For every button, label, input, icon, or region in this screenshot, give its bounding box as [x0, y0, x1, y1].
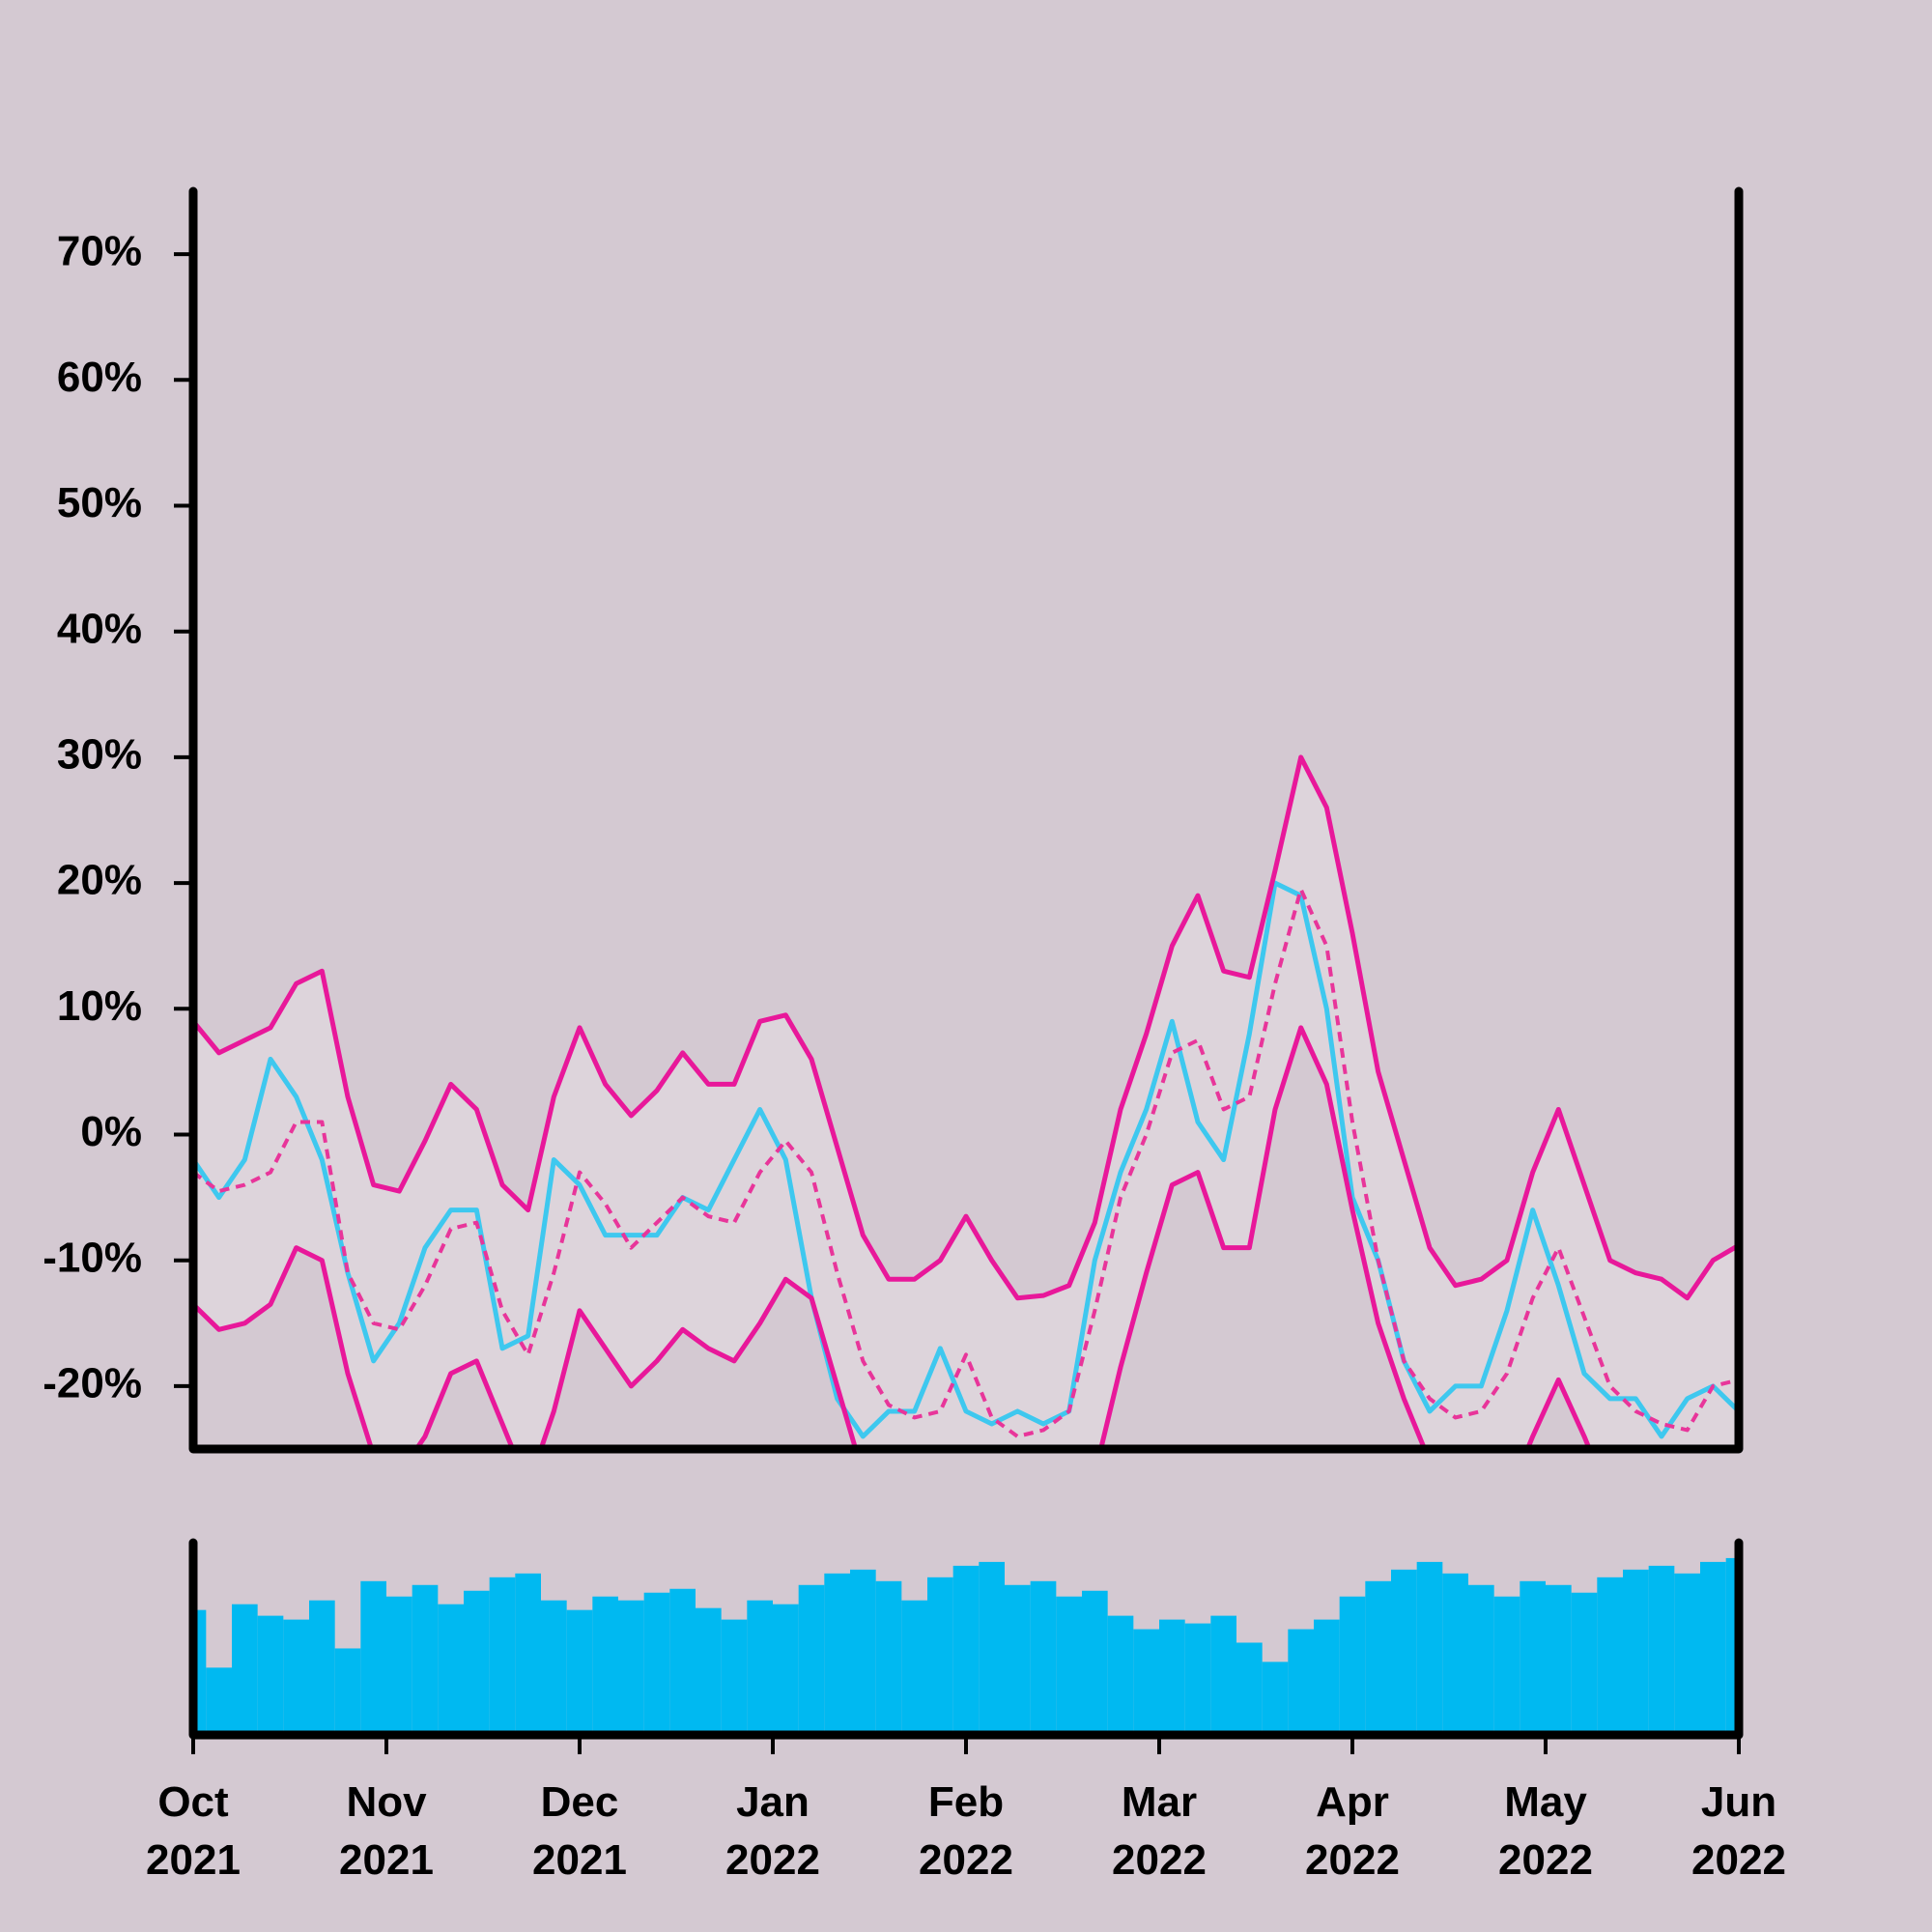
volume-bar [875, 1580, 902, 1735]
volume-bar [1365, 1580, 1391, 1735]
x-tick-label: Nov 2021 [339, 1778, 434, 1884]
volume-bar [1571, 1592, 1598, 1735]
y-tick-label: 30% [57, 731, 142, 779]
volume-bar [1623, 1569, 1649, 1735]
volume-bar [747, 1600, 773, 1735]
volume-bar [824, 1573, 850, 1735]
volume-bar [1520, 1580, 1546, 1735]
volume-bar [1648, 1565, 1675, 1735]
volume-bar [1030, 1580, 1057, 1735]
volume-bar [1493, 1596, 1520, 1735]
volume-bar [1210, 1615, 1236, 1735]
volume-bar [979, 1561, 1005, 1735]
volume-bar [1107, 1615, 1134, 1735]
volume-bar [773, 1604, 799, 1735]
volume-bar [1700, 1561, 1726, 1735]
y-tick-label: 10% [57, 982, 142, 1030]
volume-bar [669, 1588, 696, 1735]
y-tick-label: 70% [57, 228, 142, 275]
volume-bar [309, 1600, 335, 1735]
volume-bar [1133, 1629, 1159, 1735]
x-tick-label: Dec 2021 [532, 1778, 627, 1884]
volume-bar [1288, 1629, 1314, 1735]
x-tick-label: Jun 2022 [1691, 1778, 1786, 1884]
volume-bar [232, 1604, 258, 1735]
volume-bar [257, 1615, 284, 1735]
volume-bar [1314, 1619, 1340, 1735]
x-tick-label: Feb 2022 [919, 1778, 1013, 1884]
volume-bar [1082, 1590, 1108, 1735]
volume-bar [927, 1577, 953, 1735]
series-line [193, 880, 1739, 1439]
y-tick-label: 60% [57, 354, 142, 401]
volume-bar [1391, 1569, 1417, 1735]
plot-area [193, 754, 1739, 1449]
volume-bar [515, 1573, 541, 1735]
volume-bar [464, 1590, 490, 1735]
volume-bar [360, 1580, 386, 1735]
volume-bar [541, 1600, 567, 1735]
volume-bar [618, 1600, 644, 1735]
volume-bar [592, 1596, 618, 1735]
series-line [193, 1025, 1593, 1449]
volume-bar [438, 1604, 464, 1735]
y-tick-label: 20% [57, 857, 142, 904]
y-tick-label: 40% [57, 605, 142, 652]
volume-bar [1184, 1623, 1211, 1735]
x-tick-label: Jan 2022 [725, 1778, 820, 1884]
y-tick-label: 50% [57, 479, 142, 526]
x-tick-label: Apr 2022 [1305, 1778, 1400, 1884]
volume-bar [1674, 1573, 1700, 1735]
volume-bar [850, 1569, 876, 1735]
volume-bar [643, 1592, 670, 1735]
x-tick-label: Mar 2022 [1112, 1778, 1207, 1884]
volume-bar [1005, 1584, 1031, 1735]
volume-bar [798, 1584, 825, 1735]
volume-bar [1416, 1561, 1443, 1735]
volume-bar [696, 1607, 722, 1735]
y-tick-label: -10% [43, 1234, 142, 1281]
volume-bar [386, 1596, 412, 1735]
volume-bar [1546, 1584, 1572, 1735]
volume-bar [901, 1600, 927, 1735]
volume-bar [283, 1619, 309, 1735]
y-tick-label: 0% [80, 1108, 142, 1155]
volume-bar [1597, 1577, 1623, 1735]
volume-bar [566, 1609, 593, 1735]
series-line [193, 754, 1739, 1301]
volume-bar [952, 1565, 980, 1735]
band-fill [193, 756, 1739, 1449]
volume-bar [412, 1584, 439, 1735]
volume-bar [206, 1667, 232, 1735]
volume-bar [1468, 1584, 1494, 1735]
volume-bar [1339, 1596, 1366, 1735]
volume-bar [1442, 1573, 1468, 1735]
volume-bar [1236, 1642, 1263, 1735]
plot-frame [188, 186, 1744, 1454]
series-line [193, 887, 1739, 1438]
volume-bar [1262, 1662, 1289, 1735]
volume-bar [334, 1648, 361, 1735]
volume-bar [1159, 1619, 1185, 1735]
volume-bar [1056, 1596, 1082, 1735]
x-tick-label: May 2022 [1498, 1778, 1593, 1884]
x-tick-label: Oct 2021 [146, 1778, 241, 1884]
y-tick-label: -20% [43, 1360, 142, 1407]
volume-bar [489, 1577, 516, 1735]
volume-bar [721, 1619, 748, 1735]
